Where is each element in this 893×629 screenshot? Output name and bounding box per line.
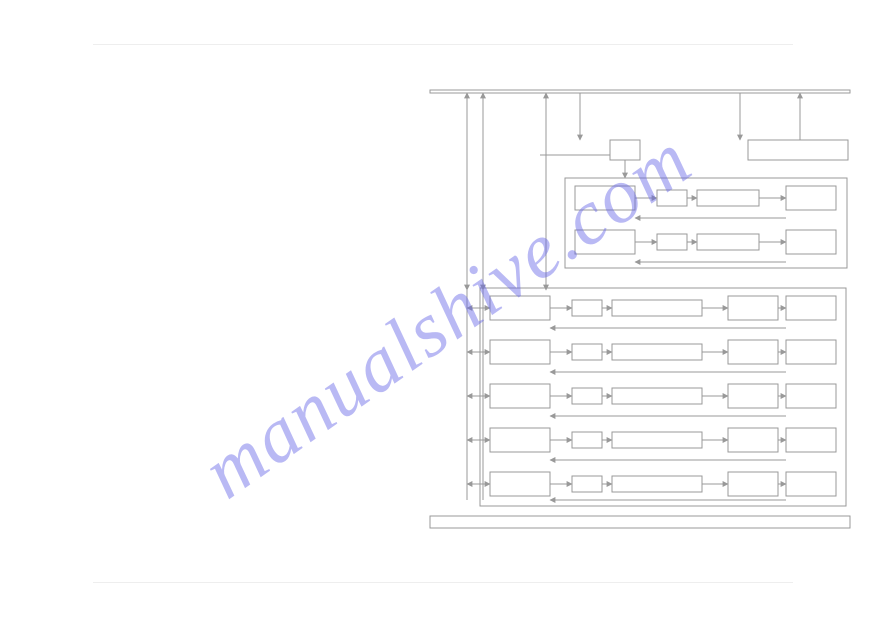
node-g2_r1_d bbox=[728, 296, 778, 320]
node-g2_r4_d bbox=[728, 428, 778, 452]
node-g2_r4_e bbox=[786, 428, 836, 452]
node-g1_r2_d bbox=[786, 230, 836, 254]
node-g2_r1_e bbox=[786, 296, 836, 320]
node-g1_r1_c bbox=[697, 190, 759, 206]
node-g2_r3_e bbox=[786, 384, 836, 408]
node-right_box bbox=[748, 140, 848, 160]
node-g2_r2_d bbox=[728, 340, 778, 364]
node-g2_r5_c bbox=[612, 476, 702, 492]
node-g2_r3_c bbox=[612, 388, 702, 404]
node-g2_r4_c bbox=[612, 432, 702, 448]
node-g1_r1_b bbox=[657, 190, 687, 206]
node-g2_r1_c bbox=[612, 300, 702, 316]
node-g2_r3_a bbox=[490, 384, 550, 408]
node-g2_r2_a bbox=[490, 340, 550, 364]
node-g2_r1_b bbox=[572, 300, 602, 316]
page: manualshive.com bbox=[0, 0, 893, 629]
node-g1_r2_a bbox=[575, 230, 635, 254]
node-g2_r3_d bbox=[728, 384, 778, 408]
node-g2_r5_a bbox=[490, 472, 550, 496]
node-g1_r1_d bbox=[786, 186, 836, 210]
node-g2_r3_b bbox=[572, 388, 602, 404]
node-g2_r2_b bbox=[572, 344, 602, 360]
node-bottom_bar bbox=[430, 516, 850, 528]
block-diagram bbox=[0, 0, 893, 629]
node-g2_r4_a bbox=[490, 428, 550, 452]
node-g2_r5_b bbox=[572, 476, 602, 492]
node-g2_r1_a bbox=[490, 296, 550, 320]
node-g1_r2_c bbox=[697, 234, 759, 250]
node-g1_r1_a bbox=[575, 186, 635, 210]
node-g2_r2_c bbox=[612, 344, 702, 360]
node-g2_r2_e bbox=[786, 340, 836, 364]
node-g1_r2_b bbox=[657, 234, 687, 250]
node-g2_r5_d bbox=[728, 472, 778, 496]
node-g2_r5_e bbox=[786, 472, 836, 496]
node-small_box bbox=[610, 140, 640, 160]
node-group2_outer bbox=[480, 288, 846, 506]
node-top_bar bbox=[430, 90, 850, 93]
node-g2_r4_b bbox=[572, 432, 602, 448]
